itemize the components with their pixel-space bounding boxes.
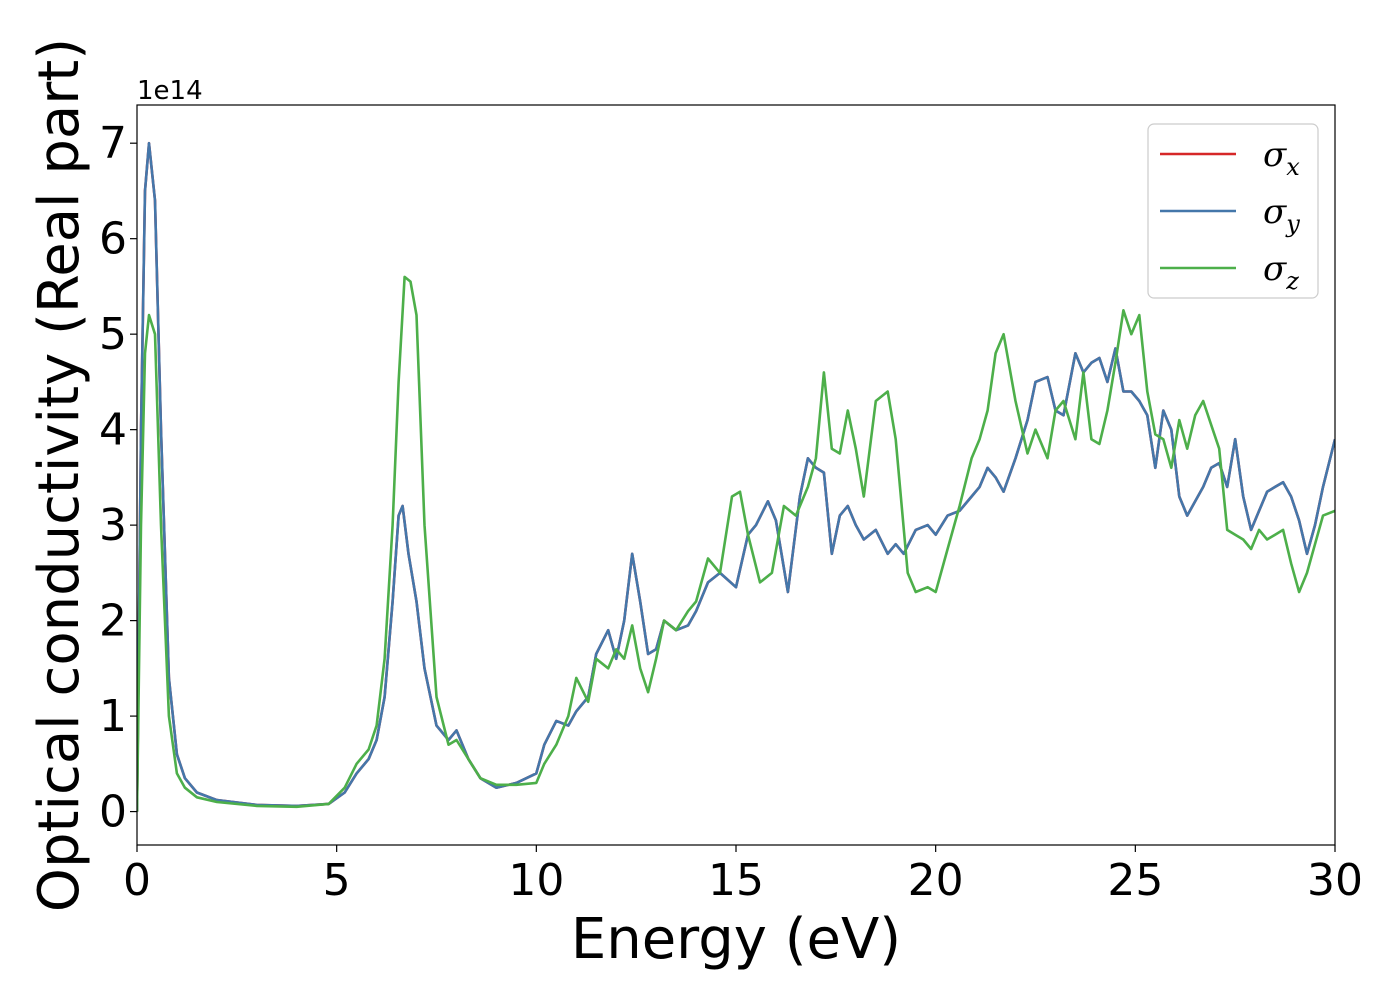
y-tick-label: 0 [99, 787, 127, 838]
ticks-layer: 0 5 10 15 20 25 30 0 1 2 3 4 5 6 7 [99, 118, 1363, 906]
x-tick-label: 30 [1307, 855, 1363, 906]
y-tick-label: 2 [99, 596, 127, 647]
x-tick-label: 5 [323, 855, 351, 906]
legend-label-z: σz [1263, 249, 1299, 295]
legend-label-x: σx [1263, 135, 1300, 181]
series-line-y [137, 141, 1335, 812]
x-tick-label: 0 [123, 855, 151, 906]
x-tick-label: 15 [708, 855, 764, 906]
y-tick-label: 1 [99, 691, 127, 742]
y-axis-offset-label: 1e14 [137, 76, 203, 106]
x-tick-label: 20 [908, 855, 964, 906]
x-tick-label: 25 [1107, 855, 1163, 906]
series-line-z [137, 275, 1335, 812]
y-axis-label: Optical conductivity (Real part) [27, 38, 92, 912]
legend: σx σy σz [1147, 123, 1319, 299]
series-layer [137, 141, 1335, 812]
y-tick-label: 3 [99, 500, 127, 551]
y-tick-label: 5 [99, 309, 127, 360]
y-tick-label: 7 [99, 118, 127, 169]
x-axis-label: Energy (eV) [571, 907, 901, 972]
x-tick-label: 10 [508, 855, 564, 906]
legend-label-y: σy [1263, 192, 1300, 238]
y-tick-label: 4 [99, 405, 127, 456]
y-tick-label: 6 [99, 214, 127, 265]
